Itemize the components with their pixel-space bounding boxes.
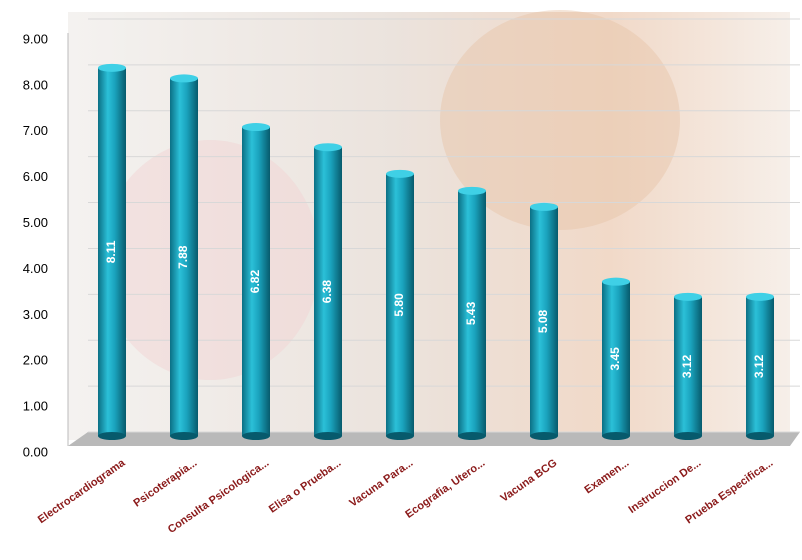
value-label: 6.82 bbox=[248, 270, 262, 294]
bar-top bbox=[458, 186, 486, 195]
y-tick-label: 4.00 bbox=[23, 261, 48, 276]
bar-top bbox=[242, 123, 270, 132]
bar-base bbox=[242, 432, 270, 440]
bar-top bbox=[746, 292, 774, 301]
bar-top bbox=[530, 202, 558, 211]
bar-base bbox=[98, 432, 126, 440]
bar-base bbox=[458, 432, 486, 440]
y-tick-label: 5.00 bbox=[23, 215, 48, 230]
bar-top bbox=[674, 292, 702, 301]
x-tick-label: Electrocardiograma bbox=[36, 457, 128, 527]
value-label: 3.12 bbox=[680, 354, 694, 378]
value-label: 8.11 bbox=[104, 240, 118, 263]
photo-figure bbox=[100, 140, 320, 380]
y-tick-label: 0.00 bbox=[23, 444, 48, 459]
bar bbox=[386, 173, 414, 436]
bar bbox=[458, 190, 486, 436]
bar-top bbox=[386, 169, 414, 178]
value-label: 6.38 bbox=[320, 280, 334, 304]
y-tick-label: 9.00 bbox=[23, 31, 48, 46]
value-label: 5.80 bbox=[392, 293, 406, 317]
value-label: 7.88 bbox=[176, 245, 190, 269]
bar-base bbox=[530, 432, 558, 440]
bar-base bbox=[674, 432, 702, 440]
bar bbox=[746, 296, 774, 436]
x-tick-label: Elisa o Prueba... bbox=[267, 457, 343, 516]
y-tick-label: 7.00 bbox=[23, 123, 48, 138]
x-tick-label: Vacuna Para... bbox=[347, 457, 415, 510]
y-tick-label: 3.00 bbox=[23, 307, 48, 322]
bar bbox=[242, 127, 270, 436]
value-label: 5.43 bbox=[464, 301, 478, 325]
x-tick-label: Ecografia, Utero... bbox=[403, 457, 487, 521]
x-tick-label: Examen... bbox=[582, 457, 631, 496]
bar bbox=[602, 281, 630, 436]
bar bbox=[98, 67, 126, 436]
bar-base bbox=[314, 432, 342, 440]
y-tick-label: 8.00 bbox=[23, 77, 48, 92]
bar-base bbox=[746, 432, 774, 440]
bar bbox=[170, 78, 198, 436]
bar-top bbox=[170, 74, 198, 83]
y-tick-label: 1.00 bbox=[23, 399, 48, 414]
y-tick-label: 6.00 bbox=[23, 169, 48, 184]
x-tick-label: Vacuna BCG bbox=[498, 457, 559, 505]
bar bbox=[530, 206, 558, 436]
value-label: 5.08 bbox=[536, 309, 550, 333]
bar-top bbox=[602, 277, 630, 286]
value-label: 3.45 bbox=[608, 347, 622, 371]
bar-top bbox=[98, 63, 126, 72]
bar-base bbox=[602, 432, 630, 440]
bar-base bbox=[170, 432, 198, 440]
bar-base bbox=[386, 432, 414, 440]
value-label: 3.12 bbox=[752, 354, 766, 378]
bar bbox=[674, 296, 702, 436]
bar bbox=[314, 147, 342, 436]
x-tick-label: Psicoterapia... bbox=[131, 457, 199, 510]
y-tick-label: 2.00 bbox=[23, 353, 48, 368]
bar-top bbox=[314, 143, 342, 152]
x-tick-label: Instruccion De... bbox=[626, 457, 703, 516]
